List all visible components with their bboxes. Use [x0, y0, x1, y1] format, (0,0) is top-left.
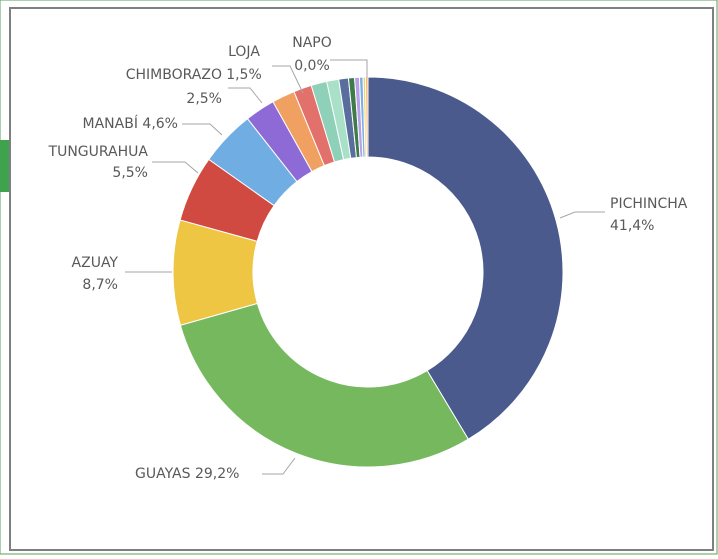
donut-slice: [367, 76, 564, 440]
data-label: CHIMBORAZO: [126, 67, 222, 83]
leader-line: [330, 59, 368, 78]
value-label: 4,6%: [142, 116, 178, 132]
value-label: 0,0%: [294, 58, 330, 74]
data-label: AZUAY: [72, 255, 119, 271]
data-label: MANABÍ 4,6%: [83, 115, 178, 132]
value-label: 5,5%: [112, 165, 148, 181]
category-label: MANABÍ: [83, 115, 138, 132]
category-label: NAPO: [292, 35, 332, 51]
data-label: LOJA: [228, 44, 260, 60]
leader-line: [559, 211, 605, 219]
value-label: 2,5%: [186, 91, 222, 107]
value-label: 1,5%: [226, 67, 262, 83]
donut-slice: [179, 302, 470, 468]
category-label: LOJA: [228, 44, 260, 60]
leader-line: [152, 161, 199, 174]
side-tab: [0, 140, 11, 192]
leader-line: [182, 123, 223, 136]
category-label: TUNGURAHUA: [48, 144, 149, 160]
category-label: CHIMBORAZO: [126, 67, 222, 83]
data-label: GUAYAS 29,2%: [135, 466, 239, 482]
category-label: PICHINCHA: [610, 196, 688, 212]
value-label: 29,2%: [195, 466, 239, 482]
data-label: NAPO: [292, 35, 332, 51]
leader-line: [228, 87, 263, 104]
data-label: TUNGURAHUA: [48, 144, 149, 160]
leader-line: [262, 457, 296, 475]
category-label: GUAYAS: [135, 466, 191, 482]
value-label: 41,4%: [610, 218, 654, 234]
leader-line: [272, 65, 304, 94]
data-label: PICHINCHA: [610, 196, 688, 212]
category-label: AZUAY: [72, 255, 119, 271]
value-label: 8,7%: [82, 277, 118, 293]
